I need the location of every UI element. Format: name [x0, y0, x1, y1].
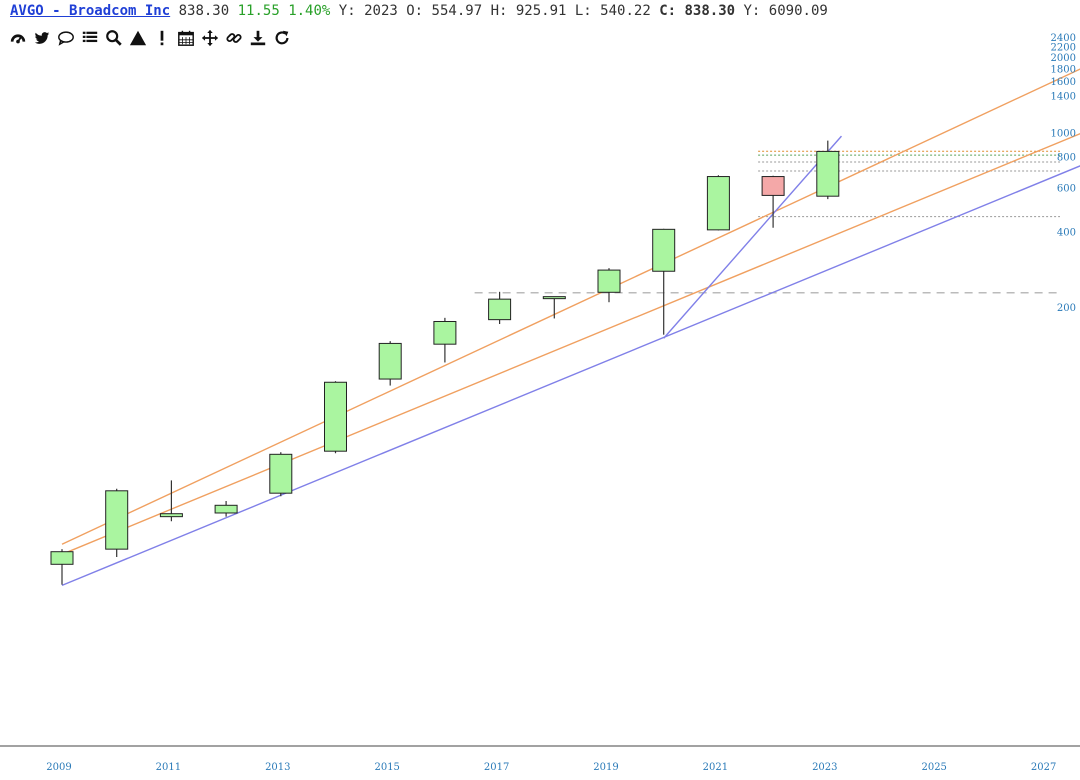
refresh-button[interactable] — [272, 28, 292, 48]
y-tick-label: 1600 — [1051, 77, 1076, 88]
x-tick-label: 2021 — [703, 762, 728, 773]
comment-button[interactable] — [56, 28, 76, 48]
alert-button[interactable] — [152, 28, 172, 48]
exclamation-icon — [160, 30, 164, 46]
orange-trendline — [61, 68, 1080, 545]
y-tick-label: 1000 — [1051, 128, 1076, 139]
x-tick-label: 2015 — [374, 762, 399, 773]
x-tick-label: 2009 — [46, 762, 71, 773]
y-tick-label: 1400 — [1051, 92, 1076, 103]
price-change-percent: 1.40% — [288, 3, 331, 19]
twitter-icon — [34, 32, 50, 44]
chart-toolbar — [8, 28, 292, 50]
y-readout-value: 6090.09 — [768, 3, 828, 19]
x-tick-label: 2025 — [921, 762, 946, 773]
candle-body — [105, 490, 129, 550]
y-tick-label: 2400 — [1051, 33, 1076, 44]
y-readout-label: Y: — [743, 3, 761, 19]
y-tick-label: 200 — [1057, 303, 1076, 314]
y-tick-label: 1800 — [1051, 64, 1076, 75]
y-tick-label: 400 — [1057, 228, 1076, 239]
search-button[interactable] — [104, 28, 124, 48]
candle-body — [159, 513, 183, 518]
candle-body — [378, 342, 402, 380]
download-icon — [250, 30, 266, 46]
list-icon — [82, 31, 98, 43]
low-value: 540.22 — [600, 3, 651, 19]
candle-body — [50, 551, 74, 565]
x-tick-label: 2027 — [1031, 762, 1056, 773]
x-tick-label: 2013 — [265, 762, 290, 773]
candle-body — [542, 296, 566, 300]
orange-trendline — [61, 132, 1080, 555]
comment-icon — [58, 31, 74, 46]
move-icon — [201, 29, 219, 47]
close-label: C: — [659, 3, 677, 19]
high-value: 925.91 — [515, 3, 567, 19]
calendar-button[interactable] — [176, 28, 196, 48]
candle-body — [597, 269, 621, 293]
x-tick-label: 2023 — [812, 762, 837, 773]
open-label: O: — [406, 3, 424, 19]
warning-icon — [129, 30, 147, 46]
year-label: Y: — [338, 3, 356, 19]
open-value: 554.97 — [431, 3, 483, 19]
price-change: 11.55 — [237, 3, 280, 19]
candle-body — [816, 150, 840, 197]
search-icon — [106, 30, 122, 46]
link-button[interactable] — [224, 28, 244, 48]
refresh-icon — [275, 30, 289, 45]
dashboard-icon — [10, 34, 26, 44]
calendar-icon — [178, 30, 194, 46]
blue-trendline — [663, 135, 843, 339]
y-tick-label: 800 — [1057, 152, 1076, 163]
y-tick-label: 2200 — [1051, 43, 1076, 54]
year-value: 2023 — [364, 3, 398, 19]
candle-body — [761, 176, 785, 196]
candle-body — [706, 176, 730, 231]
y-tick-label: 600 — [1057, 184, 1076, 195]
symbol-title-link[interactable]: AVGO - Broadcom Inc — [10, 3, 171, 19]
low-label: L: — [574, 3, 592, 19]
close-value: 838.30 — [684, 3, 736, 19]
chart-header: AVGO - Broadcom Inc 838.30 11.55 1.40% Y… — [10, 3, 828, 23]
x-tick-label: 2011 — [156, 762, 181, 773]
high-label: H: — [490, 3, 508, 19]
x-tick-label: 2019 — [593, 762, 618, 773]
link-icon — [226, 33, 242, 43]
candle-body — [652, 228, 676, 272]
move-button[interactable] — [200, 28, 220, 48]
candle-body — [433, 320, 457, 345]
x-tick-label: 2017 — [484, 762, 509, 773]
candle-body — [214, 504, 238, 514]
download-button[interactable] — [248, 28, 268, 48]
candle-body — [269, 453, 293, 494]
warning-button[interactable] — [128, 28, 148, 48]
y-tick-label: 2000 — [1051, 53, 1076, 64]
candle-body — [324, 381, 347, 452]
candle-body — [488, 298, 512, 321]
twitter-button[interactable] — [32, 28, 52, 48]
dashboard-button[interactable] — [8, 28, 28, 48]
blue-trendline — [61, 165, 1080, 587]
list-button[interactable] — [80, 28, 100, 48]
last-price: 838.30 — [178, 3, 230, 19]
